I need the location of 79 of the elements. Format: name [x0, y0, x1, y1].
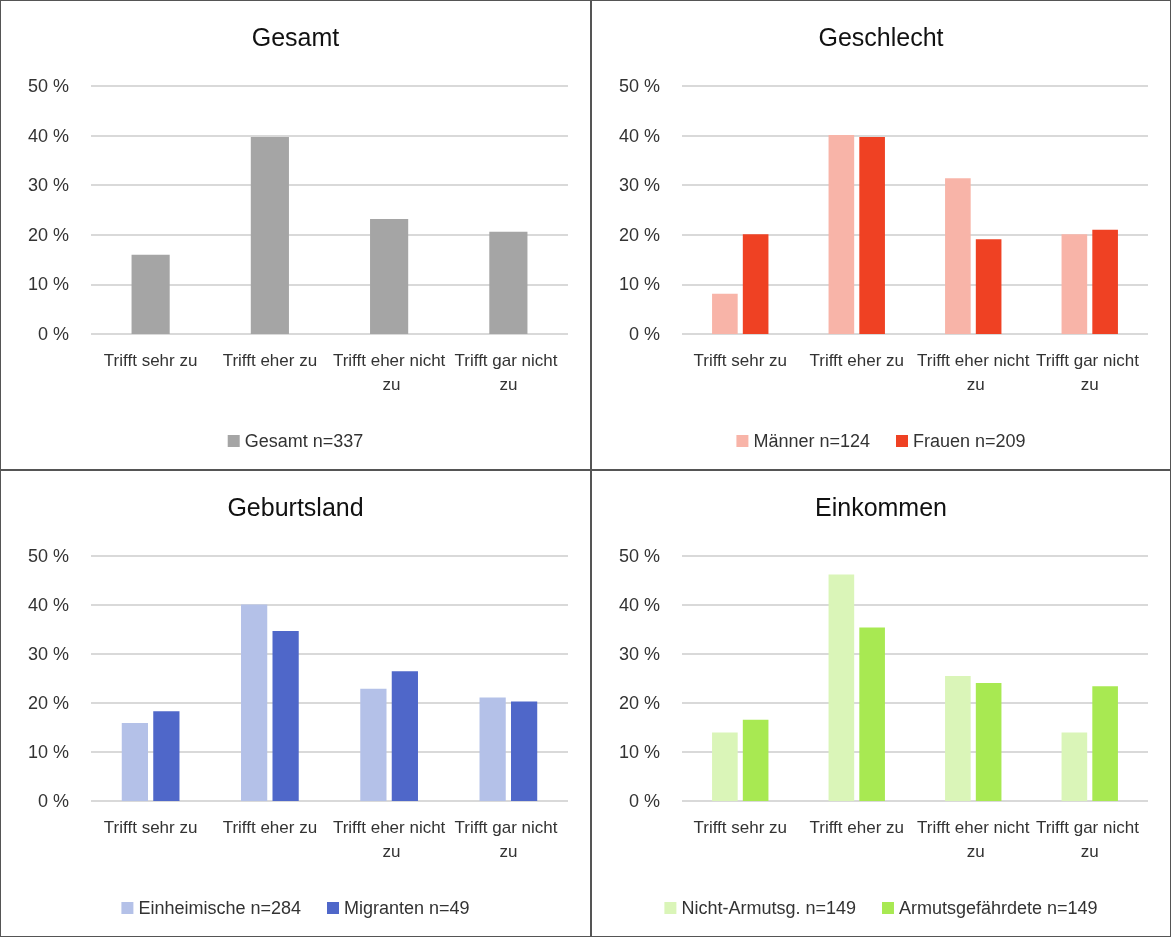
bar: [272, 630, 299, 801]
y-tick-label: 20 %: [618, 693, 660, 713]
chart-title: Gesamt: [251, 22, 340, 51]
bar: [1061, 234, 1088, 334]
x-tick-label: Trifft sehr zu: [693, 817, 788, 837]
y-tick-label: 10 %: [618, 742, 660, 762]
bar: [391, 671, 418, 801]
y-tick-label: 0 %: [37, 324, 69, 344]
y-tick-label: 10 %: [27, 742, 69, 762]
y-tick-label: 0 %: [628, 324, 660, 344]
bar: [511, 701, 538, 801]
x-tick-label: Trifft sehr zu: [103, 350, 198, 370]
y-tick-label: 40 %: [618, 125, 660, 146]
y-tick-label: 0 %: [628, 791, 660, 811]
y-tick-label: 30 %: [27, 175, 69, 196]
y-tick-label: 40 %: [618, 595, 660, 615]
bar: [742, 719, 769, 801]
bar: [131, 254, 170, 334]
bar: [489, 231, 528, 334]
y-tick-label: 50 %: [618, 76, 660, 96]
bar: [1061, 732, 1088, 801]
x-tick-label: Trifft eher zu: [809, 817, 904, 837]
y-tick-label: 10 %: [618, 274, 660, 295]
x-tick-label: Trifft eher nicht zu: [332, 817, 446, 861]
bar: [360, 688, 387, 801]
bar: [975, 682, 1002, 801]
y-tick-label: 50 %: [618, 546, 660, 566]
legend-label: Einheimische n=284: [138, 898, 302, 918]
y-tick-label: 40 %: [27, 125, 69, 146]
x-tick-label: Trifft eher nicht zu: [332, 350, 446, 394]
y-tick-label: 30 %: [27, 644, 69, 664]
bar: [945, 178, 971, 334]
bar: [859, 627, 885, 801]
legend-label: Migranten n=49: [344, 898, 470, 918]
legend-label: Nicht-Armutsg. n=149: [681, 898, 856, 918]
legend-label: Gesamt n=337: [244, 431, 364, 451]
bar: [742, 234, 769, 334]
y-tick-label: 30 %: [618, 644, 660, 664]
x-tick-label: Trifft eher zu: [222, 817, 318, 837]
bar: [250, 137, 289, 334]
x-tick-label: Trifft eher zu: [809, 350, 904, 370]
y-tick-label: 40 %: [27, 595, 69, 615]
bar: [241, 604, 268, 801]
chart-title: Einkommen: [815, 492, 947, 521]
bar: [859, 137, 885, 334]
legend-label: Frauen n=209: [913, 431, 1026, 451]
y-tick-label: 20 %: [27, 693, 69, 713]
bar: [1092, 229, 1118, 334]
bar: [370, 218, 409, 334]
x-tick-label: Trifft eher nicht zu: [917, 350, 1030, 394]
bar: [712, 732, 738, 801]
y-tick-label: 20 %: [618, 224, 660, 245]
y-tick-label: 10 %: [27, 274, 69, 295]
bar: [121, 723, 148, 801]
bar: [479, 697, 506, 801]
bar: [1092, 686, 1118, 801]
y-tick-label: 0 %: [37, 791, 69, 811]
bar: [828, 574, 855, 801]
x-tick-label: Trifft sehr zu: [693, 350, 788, 370]
x-tick-label: Trifft gar nicht zu: [1035, 817, 1144, 861]
x-tick-label: Trifft eher nicht zu: [917, 817, 1030, 861]
y-tick-label: 20 %: [27, 224, 69, 245]
legend-label: Armutsgefährdete n=149: [898, 898, 1098, 918]
x-tick-label: Trifft gar nicht zu: [454, 817, 563, 861]
y-tick-label: 30 %: [618, 175, 660, 196]
x-tick-label: Trifft sehr zu: [103, 817, 198, 837]
x-tick-label: Trifft gar nicht zu: [1035, 350, 1144, 394]
x-tick-label: Trifft gar nicht zu: [454, 350, 563, 394]
bar: [975, 239, 1002, 334]
bar: [828, 135, 855, 334]
chart-title: Geschlecht: [818, 22, 944, 51]
x-tick-label: Trifft eher zu: [222, 350, 318, 370]
bar: [153, 711, 180, 801]
bar: [945, 676, 971, 801]
y-tick-label: 50 %: [27, 76, 69, 96]
bar: [712, 293, 738, 334]
chart-title: Geburtsland: [227, 492, 364, 521]
y-tick-label: 50 %: [27, 546, 69, 566]
legend-label: Männer n=124: [753, 431, 871, 451]
